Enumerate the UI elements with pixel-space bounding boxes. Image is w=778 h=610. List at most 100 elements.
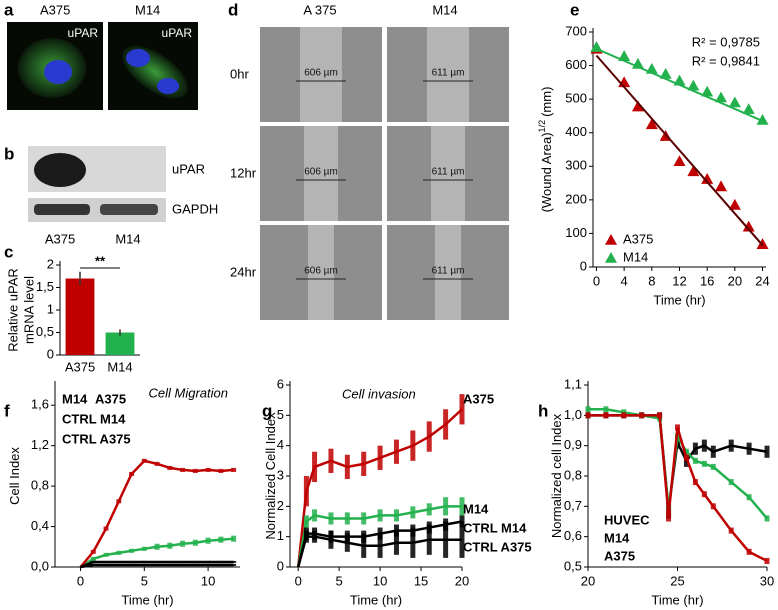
image-column-label: M14: [135, 2, 160, 17]
x-tick-label: M14: [107, 359, 132, 374]
x-tick-label: A375: [65, 359, 95, 374]
y-axis-label-text: Normalized cell Index: [549, 413, 564, 538]
series-label: A375: [95, 391, 126, 406]
point: [631, 100, 644, 112]
series-label: M14: [604, 530, 630, 545]
point: [687, 165, 700, 177]
y-tick-label: 0,6: [564, 528, 582, 543]
point: [618, 50, 631, 61]
x-tick-label: 15: [414, 573, 428, 588]
y-tick-label: 4: [277, 437, 284, 452]
wound-gap: [435, 225, 461, 320]
point: [715, 180, 728, 192]
panel-letter: d: [228, 0, 238, 19]
y-tick-label: 0: [580, 258, 587, 273]
panel-letter: f: [4, 401, 10, 420]
trend-line: [596, 47, 763, 122]
y-tick-label: 0,8: [31, 478, 49, 493]
y-tick-label: 1: [47, 301, 54, 316]
x-tick-label: 25: [670, 573, 684, 588]
image-column-label: M14: [432, 2, 457, 17]
significance-label: **: [95, 253, 106, 268]
measure-label: 611 µm: [432, 266, 465, 277]
x-axis-label: Time (hr): [653, 292, 705, 307]
bar: [105, 332, 135, 355]
point: [701, 85, 714, 97]
y-tick-label: 5: [277, 407, 284, 422]
x-tick-label: 12: [672, 273, 686, 288]
panel-letter: g: [262, 401, 272, 420]
bar: [65, 278, 95, 355]
series-line: [296, 535, 462, 568]
point: [742, 220, 755, 232]
series-line: [296, 505, 462, 568]
measure-label: 606 µm: [304, 167, 338, 178]
image-label: uPAR: [68, 26, 99, 40]
y-tick-label: 0: [277, 558, 284, 573]
x-tick-label: 5: [336, 573, 343, 588]
y-axis-label-text: Normalized Cell Index: [263, 412, 278, 540]
series-line: [80, 563, 234, 569]
point: [728, 96, 741, 108]
y-tick-label: 0,0: [31, 558, 49, 573]
x-tick-label: 4: [621, 273, 628, 288]
y-tick-label: 100: [565, 225, 587, 240]
trend-line: [595, 54, 764, 246]
legend-label: A375: [623, 231, 653, 246]
series-line: [80, 560, 234, 569]
x-tick-label: 5: [141, 573, 148, 588]
band-label: GAPDH: [172, 201, 218, 216]
x-tick-label: 10: [201, 573, 215, 588]
y-tick-label: 1,1: [564, 376, 582, 391]
wound-gap: [431, 126, 465, 221]
point: [715, 91, 728, 103]
series-label: A375: [463, 391, 494, 406]
series-label: CTRL A375: [62, 431, 131, 446]
measure-label: 611 µm: [432, 167, 465, 178]
series-label: CTRL M14: [62, 411, 126, 426]
series-label: HUVEC: [604, 512, 650, 527]
wound-gap: [304, 126, 338, 221]
annotation: R² = 0,9785: [692, 34, 760, 49]
x-axis-label: Time (hr): [651, 592, 703, 607]
y-tick-label: 2: [277, 498, 284, 513]
y-tick-label: 400: [565, 124, 587, 139]
y-tick-label: 0,4: [31, 518, 49, 533]
panel-letter: c: [4, 242, 13, 261]
x-tick-label: 16: [700, 273, 714, 288]
series-line: [588, 414, 768, 563]
y-tick-label: 2: [47, 256, 54, 271]
point: [687, 79, 700, 91]
y-tick-label: 1: [277, 528, 284, 543]
wound-gap: [427, 27, 469, 122]
series-label: CTRL A375: [463, 539, 532, 554]
point: [659, 67, 672, 79]
row-label: 0hr: [230, 66, 249, 81]
legend-marker: [605, 234, 617, 245]
y-axis-label: Relative uPAR: [5, 268, 20, 352]
series-label: M14: [62, 391, 88, 406]
y-tick-label: 1,2: [31, 437, 49, 452]
y-axis-label-text: Cell Index: [7, 447, 22, 505]
y-tick-label: 1,6: [31, 397, 49, 412]
series-line: [79, 537, 234, 569]
point: [728, 198, 741, 210]
series-label: M14: [463, 501, 489, 516]
x-tick-label: 20: [581, 573, 595, 588]
x-axis-label: Time (hr): [121, 592, 173, 607]
row-label: 12hr: [230, 165, 257, 180]
y-tick-label: 0,9: [564, 437, 582, 452]
y-axis-label: (Wound Area)1/2 (mm): [537, 87, 554, 213]
legend-marker: [605, 252, 617, 263]
annotation: Cell invasion: [342, 386, 416, 401]
y-axis-label: mRNA level: [21, 276, 36, 344]
y-axis-label: Normalized cell Index: [549, 413, 564, 538]
point: [756, 238, 769, 249]
point: [756, 113, 769, 125]
y-tick-label: 0: [47, 346, 54, 361]
y-tick-label: 600: [565, 57, 587, 72]
y-tick-label: 3: [277, 467, 284, 482]
x-axis-label: Time (hr): [350, 592, 402, 607]
annotation: Cell Migration: [149, 385, 228, 400]
